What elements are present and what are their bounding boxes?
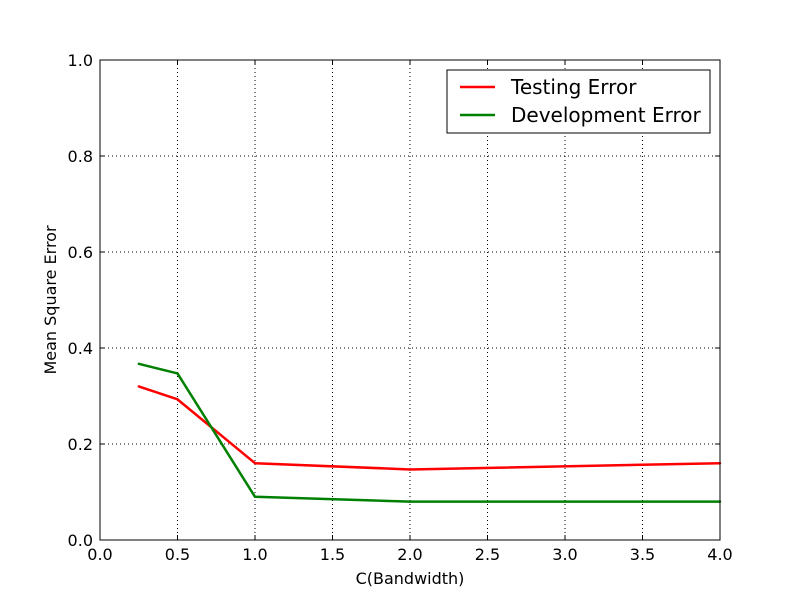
data-point-development-error <box>176 372 179 375</box>
data-point-testing-error <box>408 468 412 471</box>
y-tick-label: 0.4 <box>68 339 93 358</box>
x-tick-label: 3.0 <box>552 545 577 564</box>
series-lines <box>137 362 722 503</box>
legend-box <box>446 69 711 134</box>
y-axis-label: Mean Square Error <box>41 225 60 375</box>
y-tick-label: 0.2 <box>68 435 93 454</box>
x-tick-label: 3.5 <box>630 545 655 564</box>
data-point-development-error <box>408 500 412 503</box>
data-point-development-error <box>253 495 257 498</box>
y-tick-label: 0.0 <box>68 531 93 550</box>
legend-label-development-error: Development Error <box>511 103 702 127</box>
y-tick-label: 0.8 <box>68 147 93 166</box>
x-tick-label: 0.5 <box>165 545 190 564</box>
legend: Testing Error Development Error <box>446 69 711 134</box>
legend-label-testing-error: Testing Error <box>510 75 637 99</box>
x-tick-label: 2.0 <box>397 545 422 564</box>
axis-ticks: 0.0 0.5 1.0 1.5 2.0 2.5 3.0 3.5 4.0 0.0 0.2 0.4 0.6 0… <box>68 51 733 564</box>
y-tick-label: 1.0 <box>68 51 93 70</box>
data-point-development-error <box>137 362 140 366</box>
x-tick-label: 2.5 <box>475 545 500 564</box>
x-tick-label: 4.0 <box>707 545 732 564</box>
y-tick-label: 0.6 <box>68 243 93 262</box>
data-point-testing-error <box>176 398 179 401</box>
grid <box>100 60 720 540</box>
data-point-testing-error <box>137 385 140 388</box>
x-tick-label: 1.0 <box>242 545 267 564</box>
data-point-testing-error <box>253 462 257 465</box>
x-axis-label: C(Bandwidth) <box>356 569 465 588</box>
x-tick-label: 0.0 <box>87 545 112 564</box>
x-tick-label: 1.5 <box>320 545 345 564</box>
